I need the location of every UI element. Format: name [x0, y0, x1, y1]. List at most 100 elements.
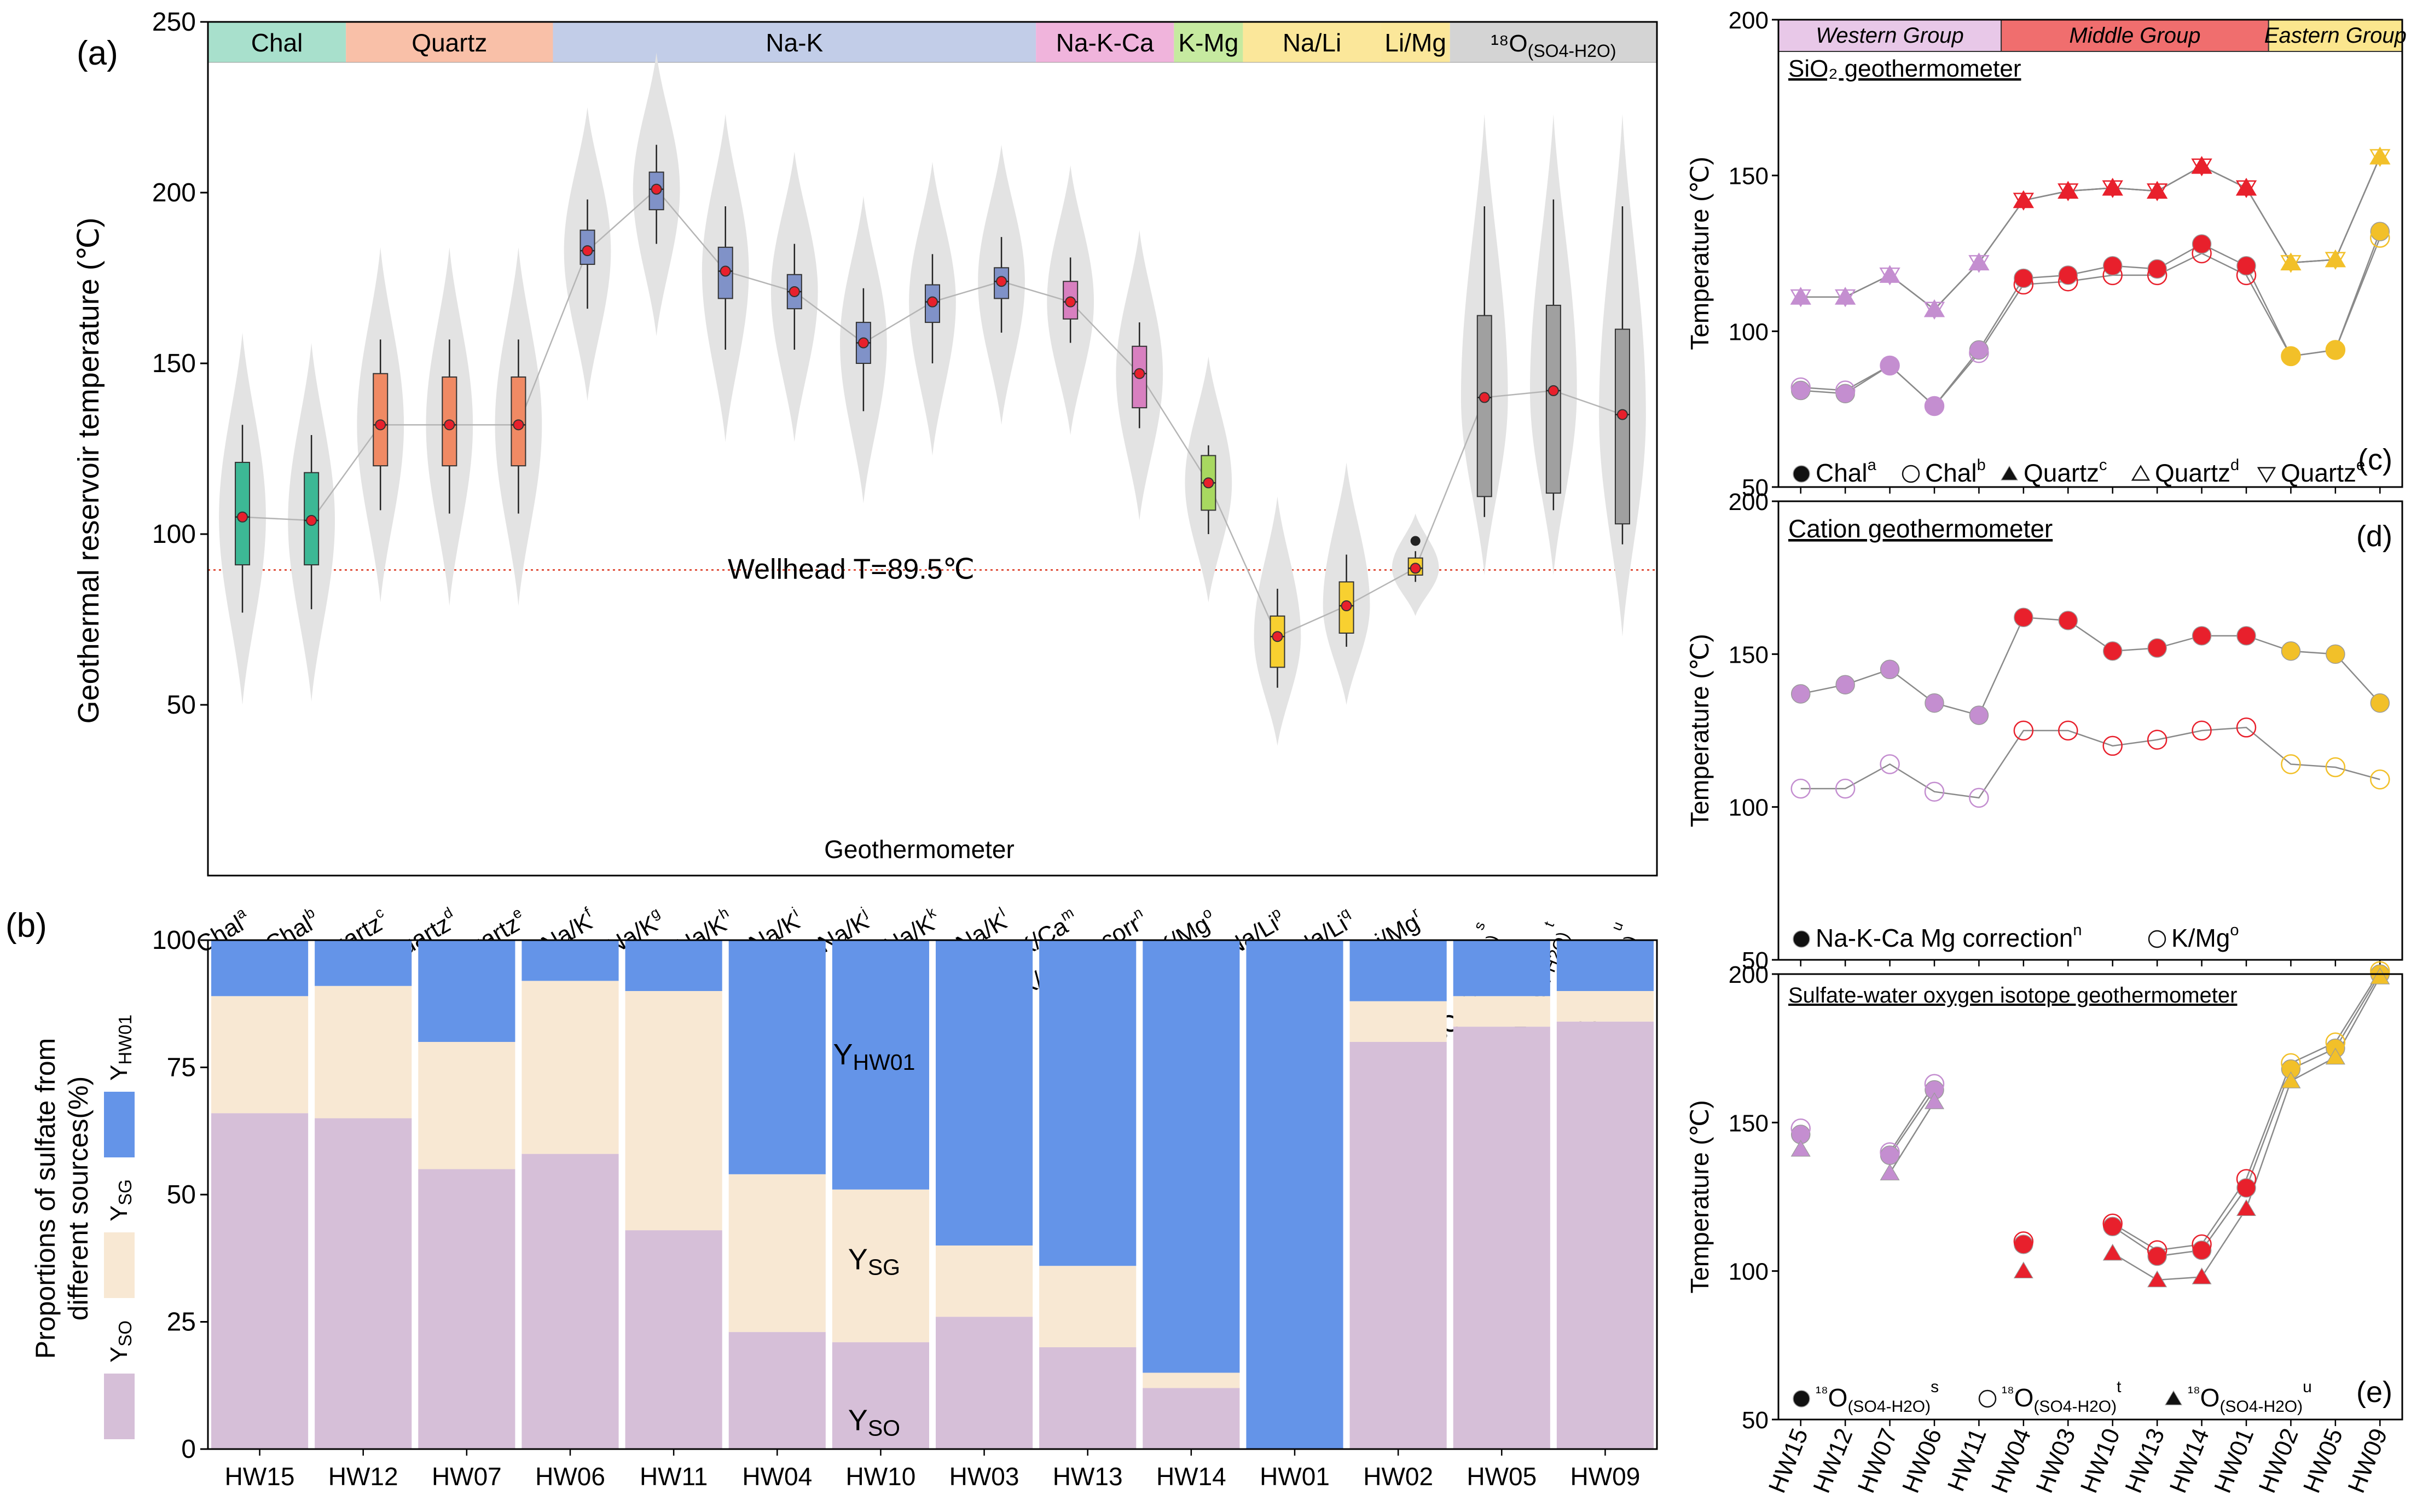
bar-YHW01-HW02 [1349, 940, 1447, 1001]
panel-d-point-0-HW10 [2102, 641, 2123, 661]
panel-c-y-axis-title: Temperature (℃) [1685, 157, 1714, 350]
bar-YSO-HW07 [418, 1169, 515, 1449]
panel-e-point-1-HW04 [2013, 1231, 2034, 1252]
panel-c-point-3-HW14 [2191, 155, 2212, 174]
panel-c-point-3-HW01 [2235, 177, 2257, 196]
panel-e-point-2-HW14 [2192, 1267, 2212, 1284]
panel-e-line-2-1 [1889, 1101, 1935, 1174]
mean-point-13 [1134, 368, 1145, 379]
bar-YHW01-HW06 [521, 940, 619, 981]
mean-point-0 [237, 511, 248, 523]
panel-e-frame [1777, 973, 2403, 1421]
panel-c-point-0-HW03 [2058, 265, 2078, 285]
panel-c-point-3-HW04 [2013, 190, 2035, 208]
bar-YSG-HW03 [936, 1245, 1033, 1317]
group-band-6 [1381, 22, 1450, 62]
panel-e-point-2-HW02 [2281, 1071, 2301, 1088]
panel-e-point-2-HW15 [1790, 1139, 1811, 1157]
panel-a-label: (a) [77, 34, 118, 72]
bar-YHW01-HW03 [936, 940, 1033, 1245]
group-label-0: Chal [251, 28, 303, 57]
outlier-point-17 [1410, 536, 1421, 546]
group-label-1: Quartz [412, 28, 487, 57]
panel-c-point-4-HW02 [2280, 255, 2302, 273]
panel-e-legend-marker-1 [1978, 1389, 1997, 1408]
panel-c-legend-marker-3 [2131, 465, 2151, 481]
panel-d-line-1-0 [1800, 727, 2380, 799]
x-tick-label-HW05: HW05 [1467, 1462, 1537, 1491]
x-tick-label-HW10: HW10 [846, 1462, 916, 1491]
x-tick-label-HW14: HW14 [2165, 1424, 2215, 1497]
panel-c-point-3-HW03 [2058, 181, 2079, 199]
panel-c-panel-label: (c) [2358, 443, 2392, 476]
panel-d-point-0-HW11 [1969, 705, 1989, 725]
bar-YSO-HW12 [315, 1118, 412, 1449]
panel-d-point-1-HW09 [2370, 769, 2390, 790]
panel-c-point-4-HW07 [1879, 267, 1900, 286]
panel-e-point-2-HW04 [2013, 1261, 2033, 1279]
x-tick-label-HW09: HW09 [1570, 1462, 1641, 1491]
region-label-2: Eastern Group [2264, 24, 2407, 48]
bar-YSO-HW13 [1039, 1347, 1137, 1449]
panel-d-cation-chart: Cation geothermometer 50 100 150 200 Temperat… [1685, 489, 2403, 974]
panel-d-point-1-HW02 [2281, 754, 2301, 774]
panel-d-point-1-HW04 [2013, 720, 2034, 741]
bar-YSG-HW11 [625, 991, 722, 1231]
panel-d-point-1-HW01 [2236, 717, 2257, 738]
panel-c-point-3-HW02 [2280, 252, 2302, 271]
bar-YSO-HW04 [728, 1332, 826, 1449]
mean-point-4 [513, 419, 524, 431]
y-axis-title-b: Proportions of sulfate fromdifferent sou… [30, 1038, 94, 1359]
panel-c-point-4-HW05 [2325, 252, 2346, 270]
mean-point-7 [720, 265, 731, 277]
panel-e-y-axis-title: Temperature (℃) [1685, 1100, 1714, 1293]
panel-c-point-0-HW09 [2370, 222, 2390, 241]
panel-e-point-2-HW09 [2370, 968, 2390, 984]
group-label-6: Li/Mg [1384, 28, 1446, 57]
x-tick-label-HW04: HW04 [1986, 1424, 2036, 1497]
panel-c-legend-marker-4 [2257, 467, 2276, 483]
mean-point-11 [996, 276, 1007, 287]
x-tick-label-HW03: HW03 [2031, 1424, 2080, 1497]
panel-c-point-4-HW10 [2102, 180, 2123, 199]
panel-d-point-1-HW07 [1880, 754, 1900, 774]
mean-point-5 [582, 245, 593, 257]
wellhead-label: Wellhead T=89.5℃ [728, 554, 975, 586]
panel-d-legend-marker-1 [2148, 930, 2166, 948]
panel-d-point-0-HW07 [1880, 659, 1900, 680]
panel-d-panel-label: (d) [2356, 520, 2392, 553]
panel-d-point-0-HW01 [2236, 626, 2256, 646]
bar-YSO-HW06 [521, 1154, 619, 1449]
panel-c-y-tick-label-1: 100 [1729, 318, 1769, 345]
group-label-2: Na-K [766, 28, 823, 57]
panel-d-y-axis-title: Temperature (℃) [1685, 634, 1714, 827]
panel-c-sio2-chart: Western Group Middle Group Eastern Group Si… [1685, 7, 2407, 501]
x-tick-label-HW12: HW12 [328, 1462, 398, 1491]
x-tick-label-HW12: HW12 [1808, 1424, 1858, 1497]
group-band-5 [1243, 22, 1381, 62]
panel-c-point-3-HW10 [2102, 177, 2123, 196]
panel-d-y-tick-label-1: 100 [1729, 795, 1769, 821]
x-tick-label-HW02: HW02 [1363, 1462, 1433, 1491]
panel-c-point-3-HW07 [1879, 265, 1900, 283]
region-band-2 [2268, 19, 2403, 52]
x-tick-label-HW11: HW11 [640, 1462, 708, 1491]
legend-label-YHW01: YHW01 [106, 1015, 135, 1081]
x-tick-label-HW01: HW01 [2209, 1424, 2259, 1497]
panel-c-point-4-HW04 [2013, 193, 2035, 211]
panel-d-point-1-HW12 [1835, 778, 1856, 799]
bar-YSG-HW13 [1039, 1266, 1137, 1347]
panel-d-point-0-HW05 [2326, 644, 2345, 664]
panel-c-title: SiO₂ geothermometer [1788, 55, 2021, 82]
mean-point-16 [1341, 600, 1352, 612]
x-tick-label-HW01: HW01 [1260, 1462, 1330, 1491]
panel-d-point-1-HW03 [2058, 720, 2078, 741]
panel-c-legend-marker-1 [1902, 465, 1920, 483]
panel-c-line-4-0 [1800, 157, 2381, 311]
panel-c-point-1-HW03 [2058, 271, 2078, 292]
y-tick-label-3: 200 [152, 178, 196, 207]
panel-e-point-1-HW10 [2102, 1213, 2123, 1234]
panel-e-line-2-3 [2112, 976, 2381, 1281]
panel-b-label: (b) [5, 907, 47, 945]
